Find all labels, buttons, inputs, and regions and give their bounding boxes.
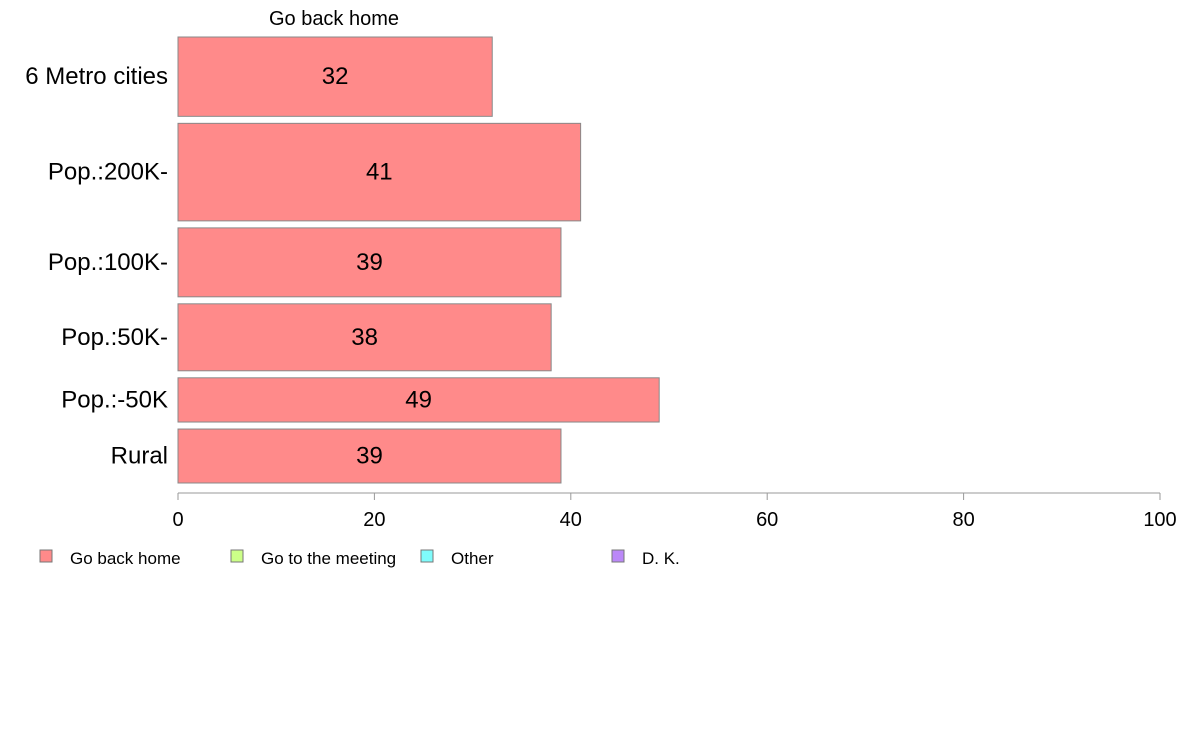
category-label: Pop.:50K- bbox=[61, 324, 168, 351]
bar-value-label: 39 bbox=[356, 249, 383, 276]
bar bbox=[177, 303, 552, 372]
x-tick-label: 80 bbox=[952, 509, 974, 531]
x-tick-label: 60 bbox=[756, 509, 778, 531]
bar-value-label: 41 bbox=[366, 159, 393, 186]
x-tick-label: 40 bbox=[560, 509, 582, 531]
bar bbox=[177, 36, 493, 117]
legend-swatch bbox=[39, 549, 53, 563]
legend-label: Other bbox=[451, 549, 494, 568]
bar-value-label: 32 bbox=[322, 63, 349, 90]
legend: Go back home Go to the meeting Other D. K. bbox=[39, 549, 680, 568]
legend-swatch bbox=[230, 549, 244, 563]
legend-label: D. K. bbox=[642, 549, 680, 568]
series-title: Go back home bbox=[269, 8, 399, 30]
bar bbox=[177, 428, 562, 484]
category-label: Pop.:200K- bbox=[48, 159, 168, 186]
legend-label: Go to the meeting bbox=[261, 549, 396, 568]
bars-group: 32 6 Metro cities 41 Pop.:200K- 39 Pop.:100K-… bbox=[25, 36, 660, 484]
x-axis: 0 20 40 60 80 100 bbox=[172, 492, 1177, 531]
bar bbox=[177, 377, 660, 423]
bar bbox=[177, 227, 562, 298]
bar-value-label: 39 bbox=[356, 443, 383, 470]
category-label: Rural bbox=[111, 443, 168, 470]
bar-value-label: 49 bbox=[405, 386, 432, 413]
x-tick-label: 20 bbox=[363, 509, 385, 531]
legend-swatch bbox=[611, 549, 625, 563]
category-label: Pop.:-50K bbox=[61, 386, 168, 413]
legend-swatch bbox=[420, 549, 434, 563]
bar bbox=[177, 122, 582, 222]
x-tick-label: 100 bbox=[1143, 509, 1176, 531]
bar-value-label: 38 bbox=[351, 324, 378, 351]
category-label: Pop.:100K- bbox=[48, 249, 168, 276]
x-tick-label: 0 bbox=[172, 509, 183, 531]
legend-label: Go back home bbox=[70, 549, 181, 568]
category-label: 6 Metro cities bbox=[25, 63, 168, 90]
